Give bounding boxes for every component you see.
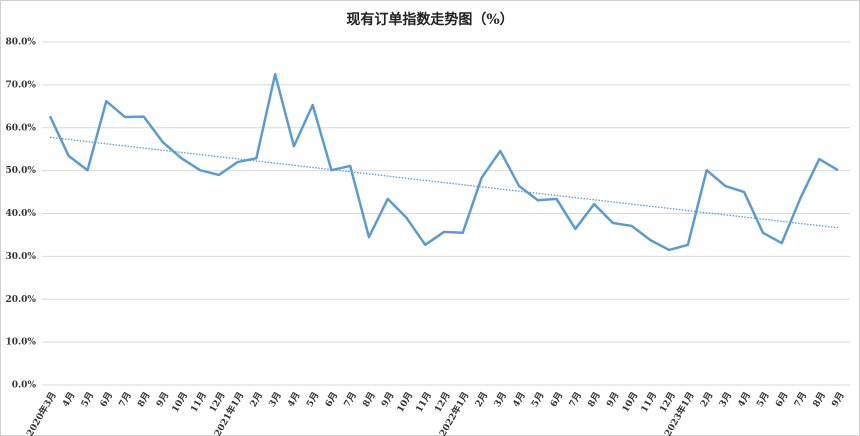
trend-line — [49, 136, 839, 229]
y-tick-label: 40.0% — [6, 209, 37, 219]
y-tick-label: 0.0% — [12, 381, 37, 391]
y-tick-label: 30.0% — [6, 252, 37, 262]
chart-title: 现有订单指数走势图（%） — [346, 11, 513, 28]
data-line — [48, 72, 839, 252]
y-tick-label: 80.0% — [6, 38, 37, 48]
y-tick-label: 70.0% — [6, 80, 37, 90]
y-tick-label: 10.0% — [6, 338, 37, 348]
y-tick-label: 60.0% — [6, 123, 37, 133]
y-tick-label: 20.0% — [6, 295, 37, 305]
y-tick-label: 50.0% — [6, 166, 37, 176]
